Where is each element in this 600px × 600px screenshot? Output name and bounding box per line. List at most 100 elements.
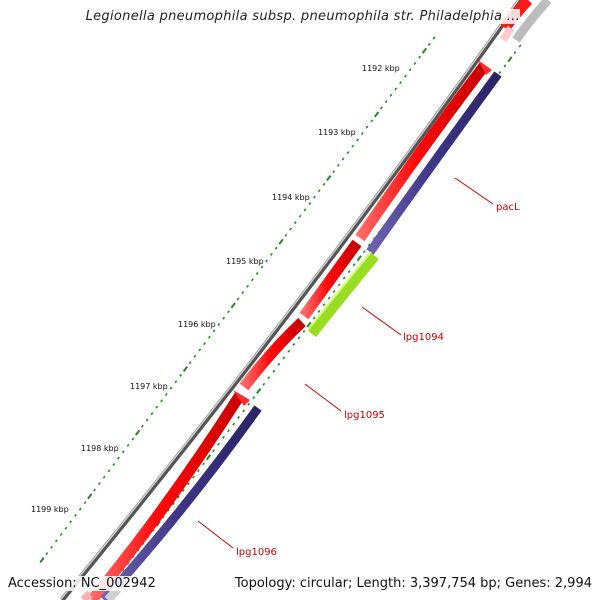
ruler-tick [384, 100, 388, 104]
ruler-tick [212, 329, 216, 333]
ruler-tick [399, 81, 402, 85]
ruler-tick [126, 443, 130, 447]
cds-segment [366, 71, 502, 255]
gene-label-lpg1094: lpg1094 [403, 332, 444, 343]
ruler-tick [403, 74, 407, 78]
ruler-tick [107, 469, 111, 473]
ruler-tick [69, 520, 73, 524]
ruler-tick [332, 170, 336, 174]
ruler-tick [212, 449, 215, 453]
partial-grey-feature [512, 0, 552, 43]
ruler-tick [39, 556, 45, 564]
gene-label-pacL: pacL [496, 202, 520, 213]
ruler-tick [97, 482, 101, 486]
ruler-tick [303, 208, 307, 212]
ruler-tick [317, 189, 321, 193]
ruler-tick [247, 402, 251, 406]
ruler-tick [336, 163, 340, 167]
ruler-tick [232, 422, 236, 426]
ruler-tick [182, 366, 188, 372]
ruler-tick [277, 362, 281, 366]
cds-segment [299, 239, 362, 320]
ruler-tick [292, 343, 296, 346]
ruler-tick [74, 513, 77, 517]
forward-strand [80, 0, 533, 600]
ruler-tick [250, 278, 254, 282]
ruler-tick [341, 157, 345, 161]
callout-line-pacL [454, 177, 494, 205]
ruler-tick [246, 284, 249, 288]
ruler-tick [242, 409, 246, 413]
ruler-tick [186, 482, 190, 486]
ruler-tick [352, 263, 356, 267]
cds-arrow [478, 60, 492, 75]
ruler-tick [421, 47, 428, 54]
ruler-tick [270, 252, 273, 256]
ruler-tick [360, 132, 364, 135]
ruler-tick [59, 533, 63, 536]
ruler-tick [342, 276, 346, 280]
ruler-tick [327, 296, 331, 300]
gene-label-lpg1095: lpg1095 [344, 410, 385, 421]
ruler-tick [255, 272, 259, 275]
ruler-tick [181, 489, 185, 492]
ruler-tick [117, 456, 120, 460]
highlighted-gene-lpg1094 [308, 252, 379, 338]
ruler-tick [64, 526, 68, 530]
ruler-tick [78, 507, 82, 511]
ruler-tick [427, 42, 431, 46]
ruler-tick [408, 68, 412, 72]
tick-label-1198: 1198 kbp [81, 444, 119, 453]
ruler-tick [222, 435, 225, 439]
ruler-tick [45, 552, 49, 556]
cds-segment-faded [80, 590, 93, 600]
ruler-tick [260, 265, 264, 269]
ruler-ticks [39, 36, 436, 564]
ruler-tick [274, 246, 278, 250]
backbone [60, 0, 523, 600]
ruler-tick [302, 329, 306, 333]
tick-label-1195: 1195 kbp [226, 257, 264, 266]
ruler-tick [356, 138, 359, 142]
ruler-tick [150, 412, 154, 416]
ruler-tick [169, 386, 173, 390]
map-title: Legionella pneumophila subsp. pneumophil… [0, 9, 520, 24]
ruler-tick [188, 361, 192, 365]
ruler-tick [418, 55, 422, 59]
ruler-tick [337, 283, 341, 287]
genome-summary-text: Topology: circular; Length: 3,397,754 bp… [234, 576, 592, 591]
ruler-tick [507, 56, 513, 63]
ruler-tick [413, 62, 417, 65]
ruler-tick [503, 64, 507, 68]
ruler-tick [135, 429, 141, 436]
ruler-tick [306, 321, 312, 328]
ruler-tick [313, 195, 316, 199]
ruler-tick [227, 310, 230, 314]
ruler-tick [267, 376, 271, 380]
ruler-tick [50, 545, 53, 549]
ruler-tick [289, 227, 292, 231]
callout-line-lpg1096 [197, 520, 234, 549]
tick-label-1196: 1196 kbp [178, 320, 216, 329]
ruler-tick [298, 214, 302, 218]
ruler-tick [102, 475, 106, 479]
ruler-tick [252, 396, 256, 400]
ruler-tick [236, 297, 240, 301]
ruler-tick [297, 336, 301, 340]
ruler-tick [241, 291, 245, 295]
ruler-tick [227, 429, 230, 433]
gene-label-lpg1096: lpg1096 [236, 547, 277, 558]
ruler-tick [205, 454, 212, 461]
ruler-tick [262, 382, 266, 386]
ruler-tick [389, 93, 393, 97]
ruler-tick [93, 488, 96, 492]
ruler-tick [272, 369, 276, 373]
ruler-tick [131, 437, 135, 441]
tick-label-1199: 1199 kbp [31, 505, 69, 514]
ruler-tick [207, 335, 211, 339]
ruler-tick [370, 119, 374, 123]
ruler-tick [256, 388, 262, 394]
accession-text: Accession: NC_002942 [8, 576, 156, 591]
tick-label-1197: 1197 kbp [130, 382, 168, 391]
ruler-tick [380, 106, 383, 110]
